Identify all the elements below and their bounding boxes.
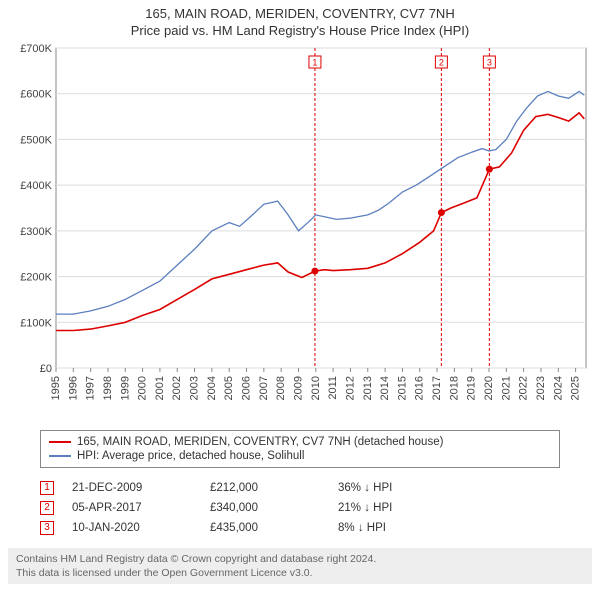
event-badge: 2 — [40, 501, 54, 515]
svg-text:2015: 2015 — [396, 376, 408, 400]
svg-text:£600K: £600K — [20, 89, 52, 101]
legend-swatch — [49, 455, 71, 457]
attribution-footer: Contains HM Land Registry data © Crown c… — [8, 548, 592, 584]
svg-text:2020: 2020 — [483, 376, 495, 400]
svg-text:£200K: £200K — [20, 272, 52, 284]
event-row: 1 21-DEC-2009 £212,000 36% ↓ HPI — [40, 478, 560, 498]
event-date: 21-DEC-2009 — [72, 482, 192, 494]
svg-text:£700K: £700K — [20, 44, 52, 55]
chart-area: £0 £100K £200K £300K £400K £500K £600K £700K 199… — [8, 44, 592, 422]
svg-text:1997: 1997 — [85, 376, 97, 400]
svg-text:2007: 2007 — [258, 376, 270, 400]
svg-text:2009: 2009 — [292, 376, 304, 400]
svg-text:2022: 2022 — [518, 376, 530, 400]
svg-text:3: 3 — [487, 58, 492, 68]
svg-text:2011: 2011 — [327, 376, 339, 400]
footer-line-1: Contains HM Land Registry data © Crown c… — [16, 552, 584, 566]
chart-title: 165, MAIN ROAD, MERIDEN, COVENTRY, CV7 7… — [0, 0, 600, 38]
svg-text:£400K: £400K — [20, 180, 52, 192]
svg-text:2000: 2000 — [137, 376, 149, 400]
footer-line-2: This data is licensed under the Open Gov… — [16, 566, 584, 580]
svg-text:2019: 2019 — [466, 376, 478, 400]
svg-text:£300K: £300K — [20, 226, 52, 238]
svg-text:2021: 2021 — [500, 376, 512, 400]
event-row: 2 05-APR-2017 £340,000 21% ↓ HPI — [40, 498, 560, 518]
event-diff: 21% ↓ HPI — [338, 502, 458, 514]
title-line-1: 165, MAIN ROAD, MERIDEN, COVENTRY, CV7 7… — [0, 6, 600, 21]
event-diff: 36% ↓ HPI — [338, 482, 458, 494]
event-price: £212,000 — [210, 482, 320, 494]
svg-text:2014: 2014 — [379, 376, 391, 400]
svg-text:£500K: £500K — [20, 134, 52, 146]
svg-text:2001: 2001 — [154, 376, 166, 400]
svg-text:2017: 2017 — [431, 376, 443, 400]
sale-events-table: 1 21-DEC-2009 £212,000 36% ↓ HPI 2 05-APR-201… — [40, 478, 560, 538]
svg-text:£100K: £100K — [20, 317, 52, 329]
event-badge: 1 — [40, 481, 54, 495]
svg-text:2016: 2016 — [414, 376, 426, 400]
legend-label: HPI: Average price, detached house, Soli… — [77, 450, 304, 462]
svg-text:1995: 1995 — [50, 376, 62, 400]
svg-text:2003: 2003 — [189, 376, 201, 400]
svg-text:1999: 1999 — [119, 376, 131, 400]
svg-text:2024: 2024 — [552, 376, 564, 400]
legend-label: 165, MAIN ROAD, MERIDEN, COVENTRY, CV7 7… — [77, 436, 443, 448]
event-price: £340,000 — [210, 502, 320, 514]
svg-text:2018: 2018 — [448, 376, 460, 400]
event-diff: 8% ↓ HPI — [338, 522, 458, 534]
svg-text:2005: 2005 — [223, 376, 235, 400]
svg-text:1: 1 — [312, 58, 317, 68]
event-row: 3 10-JAN-2020 £435,000 8% ↓ HPI — [40, 518, 560, 538]
svg-text:1996: 1996 — [67, 376, 79, 400]
svg-text:1998: 1998 — [102, 376, 114, 400]
svg-text:2023: 2023 — [535, 376, 547, 400]
line-chart-svg: £0 £100K £200K £300K £400K £500K £600K £700K 199… — [8, 44, 592, 422]
svg-text:2025: 2025 — [570, 376, 582, 400]
event-date: 05-APR-2017 — [72, 502, 192, 514]
svg-text:2004: 2004 — [206, 376, 218, 400]
event-date: 10-JAN-2020 — [72, 522, 192, 534]
svg-text:2006: 2006 — [241, 376, 253, 400]
legend: 165, MAIN ROAD, MERIDEN, COVENTRY, CV7 7… — [40, 430, 560, 468]
svg-text:2: 2 — [439, 58, 444, 68]
title-line-2: Price paid vs. HM Land Registry's House … — [0, 23, 600, 38]
legend-item: 165, MAIN ROAD, MERIDEN, COVENTRY, CV7 7… — [49, 435, 551, 449]
svg-text:2008: 2008 — [275, 376, 287, 400]
svg-text:£0: £0 — [40, 363, 52, 375]
legend-swatch — [49, 441, 71, 443]
event-price: £435,000 — [210, 522, 320, 534]
event-badge: 3 — [40, 521, 54, 535]
svg-text:2002: 2002 — [171, 376, 183, 400]
svg-text:2010: 2010 — [310, 376, 322, 400]
svg-text:2013: 2013 — [362, 376, 374, 400]
legend-item: HPI: Average price, detached house, Soli… — [49, 449, 551, 463]
svg-text:2012: 2012 — [344, 376, 356, 400]
